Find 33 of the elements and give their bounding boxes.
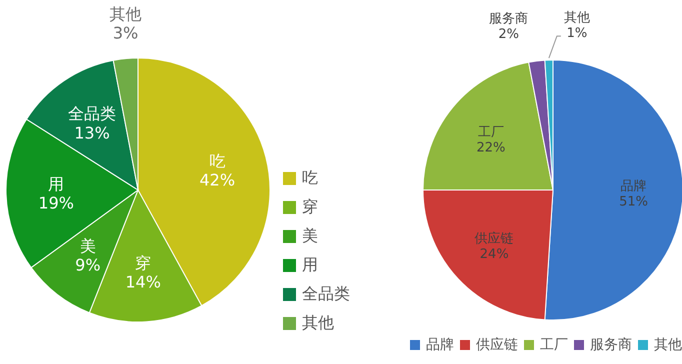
slice-label: 美	[80, 236, 96, 256]
slice-label: 供应链	[474, 230, 514, 247]
slice-label: 用	[48, 174, 64, 194]
slice-label: 全品类	[68, 104, 116, 124]
data-label: 42%	[199, 170, 236, 190]
legend-label: 全品类	[302, 284, 350, 305]
slice-label: 工厂	[478, 125, 504, 140]
data-label: 51%	[619, 194, 648, 210]
data-label: 13%	[74, 123, 110, 142]
legend-label: 品牌	[426, 336, 454, 354]
data-label: 2%	[498, 27, 520, 42]
legend-label: 美	[302, 226, 318, 247]
slice-label: 其他	[564, 10, 590, 26]
legend-label: 用	[302, 255, 318, 276]
data-label: 19%	[38, 194, 74, 213]
slice-label: 吃	[209, 151, 226, 170]
slice-label: 品牌	[620, 178, 647, 194]
legend-label: 服务商	[590, 336, 632, 354]
slice-label: 服务商	[489, 11, 528, 26]
data-label: 3%	[112, 24, 138, 43]
legend-label: 吃	[302, 168, 318, 189]
legend-label: 穿	[302, 197, 318, 218]
legend-label: 供应链	[476, 336, 518, 354]
legend-label: 其他	[654, 336, 682, 354]
data-label: 9%	[75, 256, 101, 275]
data-label: 22%	[476, 140, 506, 156]
legend-label: 其他	[302, 313, 334, 334]
data-label: 14%	[125, 272, 161, 292]
slice-label: 其他	[110, 4, 142, 24]
legend-label: 工厂	[540, 336, 568, 354]
data-label: 24%	[480, 247, 509, 262]
slice-label: 穿	[135, 253, 152, 272]
data-label: 1%	[566, 26, 588, 42]
